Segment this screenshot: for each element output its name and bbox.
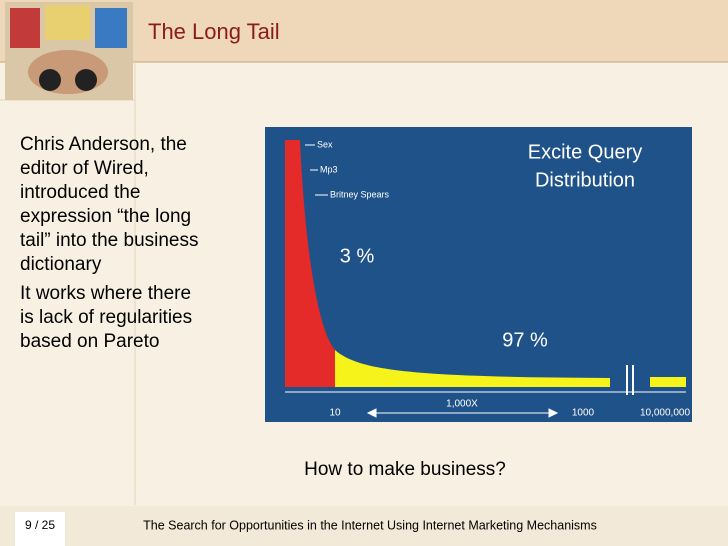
footer-band — [0, 506, 728, 546]
range-arrow — [366, 408, 559, 418]
body-line: tail” into the business — [20, 230, 199, 251]
page-box — [15, 512, 65, 546]
axis-label: 10,000,000 — [640, 408, 690, 419]
body-text: Chris Anderson, the editor of Wired, intro… — [20, 134, 199, 352]
body-line: introduced the — [20, 182, 140, 203]
figure-title: Excite Query — [528, 141, 642, 163]
tail-share: 97 % — [502, 329, 548, 351]
header-photo — [5, 2, 133, 100]
head-share: 3 % — [340, 245, 375, 267]
figure-label: Mp3 — [320, 164, 338, 174]
figure-label: Sex — [317, 139, 333, 149]
body-line: Chris Anderson, the — [20, 134, 187, 155]
figure-title: Distribution — [535, 169, 635, 191]
body-line: editor of Wired, — [20, 158, 149, 179]
slide-title: The Long Tail — [148, 19, 280, 44]
tail-area — [335, 350, 610, 387]
axis-label: 10 — [329, 408, 341, 419]
body-line: dictionary — [20, 254, 102, 275]
body-line: expression “the long — [20, 206, 191, 227]
page-number: 9 / 25 — [25, 518, 55, 532]
question: How to make business? — [304, 459, 506, 480]
body-line: is lack of regularities — [20, 307, 192, 328]
figure-label: Britney Spears — [330, 189, 390, 199]
axis-label: 1000 — [572, 408, 595, 419]
footer-text: The Search for Opportunities in the Inte… — [143, 518, 597, 532]
head-area — [285, 140, 335, 387]
tail-end — [650, 377, 686, 387]
axis-label: 1,000X — [446, 399, 478, 410]
body-line: based on Pareto — [20, 331, 159, 352]
body-line: It works where there — [20, 283, 191, 304]
